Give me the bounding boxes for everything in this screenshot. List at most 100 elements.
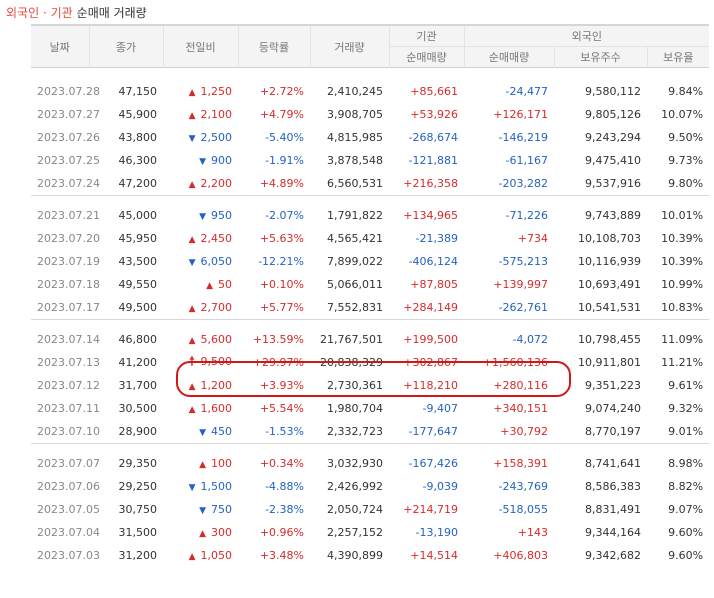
cell-volume: 2,730,361 — [327, 379, 383, 392]
cell-volume: 3,878,548 — [327, 154, 383, 167]
cell-volume: 2,332,723 — [327, 425, 383, 438]
cell-foreign-ratio: 10.83% — [661, 301, 704, 314]
table-row: 2023.07.11 30,500 ▲ 1,600 +5.54% 1,980,704 -9,… — [31, 397, 709, 420]
title-suffix: 순매매 거래량 — [76, 6, 147, 20]
table-row: 2023.07.10 28,900 ▼ 450 -1.53% 2,332,723 -177,… — [31, 420, 709, 444]
title-prefix: 외국인 · 기관 — [6, 6, 73, 20]
cell-change: ▼ 900 — [163, 149, 238, 172]
cell-foreign-ratio: 9.61% — [668, 379, 704, 392]
cell-inst-net: -268,674 — [408, 131, 458, 144]
cell-inst-net: +134,965 — [403, 209, 458, 222]
cell-inst-net: -9,407 — [422, 402, 458, 415]
cell-inst-net: +118,210 — [403, 379, 458, 392]
cell-rate: -2.38% — [265, 503, 304, 516]
cell-foreign-ratio: 10.07% — [661, 108, 704, 121]
change-value: 6,050 — [200, 255, 233, 268]
cell-foreign-ratio: 9.84% — [668, 85, 704, 98]
cell-foreign-holdings: 9,805,126 — [585, 108, 641, 121]
cell-foreign-ratio: 9.07% — [668, 503, 704, 516]
row-gap — [31, 68, 709, 81]
cell-inst-net: +302,867 — [403, 356, 458, 369]
cell-foreign-ratio: 10.99% — [661, 278, 704, 291]
cell-foreign-net: -71,226 — [505, 209, 548, 222]
cell-change: ▲ 5,600 — [163, 328, 238, 351]
cell-volume: 6,560,531 — [327, 177, 383, 190]
cell-volume: 4,815,985 — [327, 131, 383, 144]
cell-foreign-holdings: 10,798,455 — [578, 333, 641, 346]
table-row: 2023.07.26 43,800 ▼ 2,500 -5.40% 4,815,985 -26… — [31, 126, 709, 149]
change-value: 450 — [211, 425, 232, 438]
cell-change: ▲ 1,050 — [163, 544, 238, 567]
cell-close: 28,900 — [118, 425, 158, 438]
cell-foreign-holdings: 9,344,164 — [585, 526, 641, 539]
cell-rate: -2.07% — [265, 209, 304, 222]
cell-foreign-holdings: 9,743,889 — [585, 209, 641, 222]
cell-change: ▲ 300 — [163, 521, 238, 544]
cell-close: 29,250 — [118, 480, 158, 493]
cell-close: 41,200 — [118, 356, 158, 369]
cell-foreign-holdings: 9,074,240 — [585, 402, 641, 415]
up-triangle-icon: ▲ — [188, 552, 196, 562]
up-triangle-icon: ▲ — [188, 235, 196, 245]
cell-foreign-net: +280,116 — [493, 379, 548, 392]
cell-foreign-ratio: 9.50% — [668, 131, 704, 144]
cell-foreign-holdings: 9,243,294 — [585, 131, 641, 144]
cell-inst-net: +85,661 — [410, 85, 458, 98]
cell-close: 47,150 — [118, 85, 158, 98]
cell-inst-net: -121,881 — [408, 154, 458, 167]
cell-date: 2023.07.05 — [37, 503, 100, 516]
table-row: 2023.07.25 46,300 ▼ 900 -1.91% 3,878,548 -121,… — [31, 149, 709, 172]
cell-rate: +3.48% — [259, 549, 304, 562]
cell-change: ▲ 2,450 — [163, 227, 238, 250]
cell-foreign-holdings: 10,541,531 — [578, 301, 641, 314]
up-triangle-icon: ▲ — [199, 529, 206, 539]
cell-date: 2023.07.27 — [37, 108, 100, 121]
cell-date: 2023.07.20 — [37, 232, 100, 245]
cell-date: 2023.07.18 — [37, 278, 100, 291]
cell-foreign-ratio: 9.01% — [668, 425, 704, 438]
cell-foreign-holdings: 8,831,491 — [585, 503, 641, 516]
cell-date: 2023.07.04 — [37, 526, 100, 539]
cell-rate: +0.10% — [259, 278, 304, 291]
cell-foreign-ratio: 10.01% — [661, 209, 704, 222]
cell-foreign-net: +734 — [517, 232, 548, 245]
table-row: 2023.07.24 47,200 ▲ 2,200 +4.89% 6,560,531 +21… — [31, 172, 709, 196]
cell-change: ▲ 2,200 — [163, 172, 238, 196]
cell-close: 31,200 — [118, 549, 158, 562]
cell-rate: -4.88% — [265, 480, 304, 493]
cell-inst-net: +87,805 — [410, 278, 458, 291]
cell-foreign-net: -4,072 — [512, 333, 548, 346]
table-row: 2023.07.04 31,500 ▲ 300 +0.96% 2,257,152 -13,1… — [31, 521, 709, 544]
cell-foreign-holdings: 9,351,223 — [585, 379, 641, 392]
cell-volume: 1,791,822 — [327, 209, 383, 222]
table-body: 2023.07.28 47,150 ▲ 1,250 +2.72% 2,410,245 +85… — [31, 68, 710, 568]
up-triangle-icon: ▲ — [188, 405, 196, 415]
cell-change: ▼ 1,500 — [163, 475, 238, 498]
col-foreign-holdings: 보유주수 — [553, 46, 647, 68]
cell-date: 2023.07.11 — [37, 402, 100, 415]
cell-foreign-net: +1,560,136 — [482, 356, 548, 369]
cell-date: 2023.07.13 — [37, 356, 100, 369]
col-date: 날짜 — [31, 25, 89, 68]
cell-foreign-net: +139,997 — [493, 278, 548, 291]
cell-foreign-net: +126,171 — [493, 108, 548, 121]
change-value: 5,600 — [200, 333, 233, 346]
group-separator — [31, 195, 710, 204]
cell-date: 2023.07.25 — [37, 154, 100, 167]
down-triangle-icon: ▼ — [199, 212, 206, 222]
cell-rate: +29.97% — [252, 356, 304, 369]
cell-volume: 2,410,245 — [327, 85, 383, 98]
cell-rate: +2.72% — [259, 85, 304, 98]
cell-foreign-net: +340,151 — [493, 402, 548, 415]
cell-foreign-net: -262,761 — [498, 301, 548, 314]
group-separator — [31, 319, 710, 328]
cell-foreign-holdings: 10,108,703 — [578, 232, 641, 245]
cell-date: 2023.07.14 — [37, 333, 100, 346]
cell-close: 30,500 — [118, 402, 158, 415]
change-value: 2,500 — [200, 131, 233, 144]
cell-close: 46,300 — [118, 154, 158, 167]
change-value: 9,500 — [200, 355, 233, 368]
cell-rate: -12.21% — [258, 255, 304, 268]
cell-rate: -1.53% — [265, 425, 304, 438]
cell-inst-net: +53,926 — [410, 108, 458, 121]
